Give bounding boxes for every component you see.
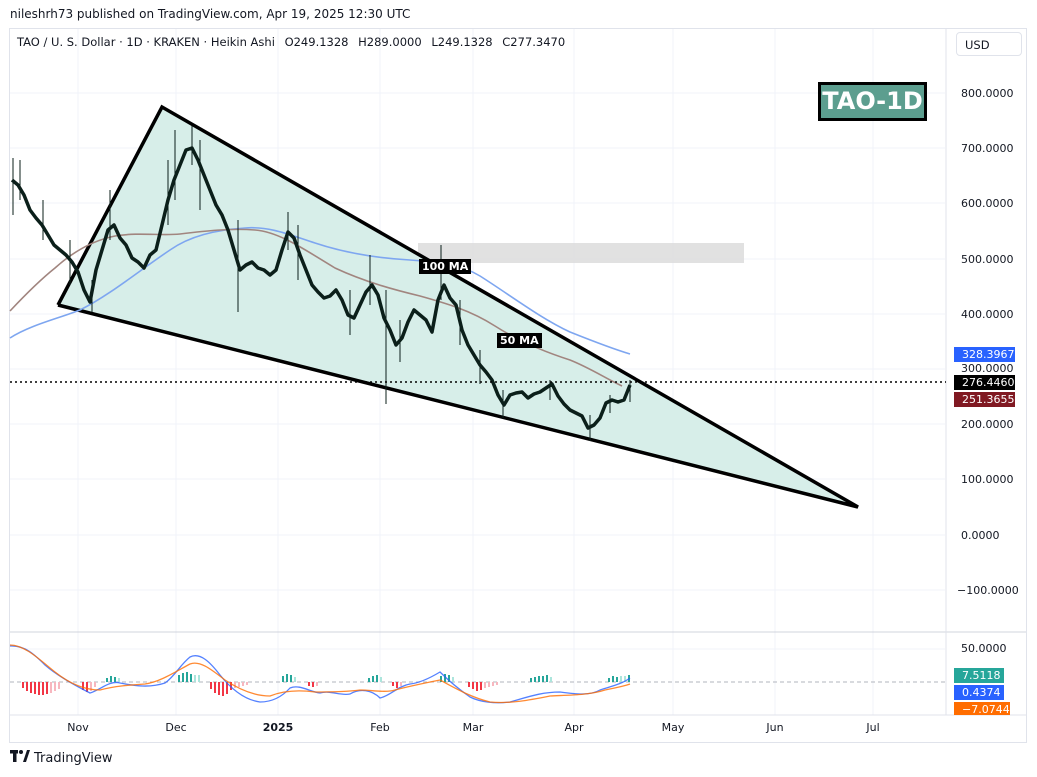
candle-wicks [12, 126, 631, 441]
price-tick: 800.0000 [961, 87, 1014, 100]
macd-histogram [22, 672, 630, 696]
published-info: nileshrh73 published on TradingView.com,… [10, 7, 411, 21]
price-tick: 700.0000 [961, 142, 1014, 155]
ohlc-low: L249.1328 [431, 35, 493, 49]
tradingview-brand: TradingView [34, 750, 113, 766]
chart-frame [9, 28, 1027, 743]
currency-button[interactable]: USD [956, 32, 1022, 56]
time-label: Nov [67, 721, 89, 734]
heikin-ashi-candles [10, 146, 632, 430]
macd-signal-tag: −7.0744 [954, 702, 1010, 715]
tradingview-logo-icon [10, 750, 30, 766]
ma100-label: 100 MA [419, 259, 472, 274]
time-label: Apr [564, 721, 584, 734]
time-label: Jun [766, 721, 784, 734]
price-tick: 0.0000 [961, 529, 1000, 542]
price-tick: 400.0000 [961, 308, 1014, 321]
price-tick: 300.0000 [961, 362, 1014, 375]
tradingview-logo[interactable]: TradingView [10, 750, 113, 766]
time-label: May [661, 721, 685, 734]
time-label: Jul [866, 721, 880, 734]
time-label: Dec [165, 721, 187, 734]
macd-histogram-tag: 7.5118 [954, 668, 1004, 683]
title-badge: TAO-1D [818, 82, 927, 121]
price-tick: 100.0000 [961, 473, 1014, 486]
price-tick: 200.0000 [961, 418, 1014, 431]
ohlc-high: H289.0000 [358, 35, 422, 49]
macd-tick: 50.0000 [961, 642, 1007, 655]
resistance-zone [418, 243, 744, 263]
ma100-price-tag: 328.3967 [954, 347, 1015, 362]
ohlc-open: O249.1328 [284, 35, 349, 49]
macd-line [9, 645, 631, 704]
time-label: Mar [462, 721, 484, 734]
time-label: Feb [370, 721, 390, 734]
time-label-year: 2025 [262, 721, 294, 734]
symbol-description: TAO / U. S. Dollar · 1D · KRAKEN · Heiki… [17, 35, 275, 49]
ohlc-close: C277.3470 [502, 35, 566, 49]
ma50-price-tag: 251.3655 [954, 392, 1015, 407]
signal-line [9, 644, 631, 704]
price-tick: −100.0000 [957, 584, 1019, 597]
symbol-legend[interactable]: TAO / U. S. Dollar · 1D · KRAKEN · Heiki… [17, 35, 571, 49]
ma50-label: 50 MA [497, 333, 542, 348]
price-tick: 500.0000 [961, 253, 1014, 266]
last-price-tag: 276.4460 [954, 375, 1015, 390]
price-tick: 600.0000 [961, 197, 1014, 210]
macd-line-tag: 0.4374 [954, 685, 1004, 700]
ma100-line [9, 226, 631, 355]
